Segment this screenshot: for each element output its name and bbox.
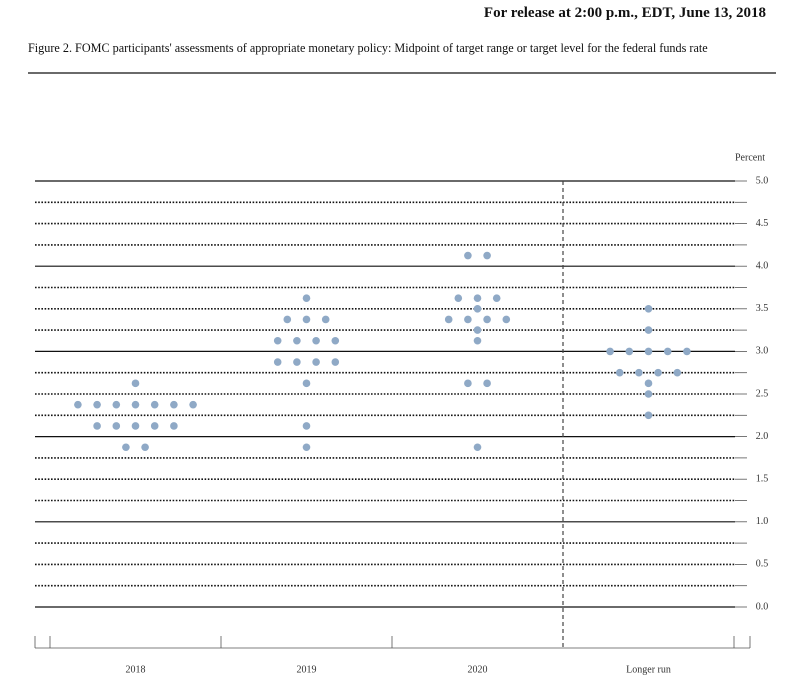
dot [112, 400, 121, 409]
dot [483, 379, 491, 388]
dot [302, 422, 311, 430]
dot [273, 358, 282, 366]
dot [302, 315, 311, 324]
dot [473, 443, 482, 452]
dot [673, 368, 682, 377]
dot [321, 315, 330, 324]
dot [464, 379, 472, 388]
dot [131, 400, 140, 409]
dot [644, 305, 653, 313]
dot [170, 400, 178, 409]
y-tick-label: 2.5 [756, 388, 769, 399]
dot [483, 315, 491, 324]
dot [293, 336, 301, 345]
dot [189, 400, 197, 409]
y-tick-label: 3.0 [756, 346, 769, 357]
dot [606, 347, 614, 356]
dot [644, 390, 653, 398]
dot [644, 347, 653, 356]
dot [473, 305, 482, 313]
y-tick-label: 0.5 [756, 559, 769, 570]
dot [112, 422, 121, 430]
x-tick-label: 2020 [468, 664, 488, 675]
dot [170, 422, 178, 430]
dot [283, 315, 292, 324]
dot [473, 336, 482, 345]
y-axis-label: Percent [735, 152, 765, 163]
dot [635, 368, 643, 377]
y-tick-label: 0.0 [756, 601, 769, 612]
dot [454, 294, 463, 302]
dot [473, 326, 482, 334]
dot [131, 422, 140, 430]
dot [141, 443, 149, 452]
dot [331, 336, 340, 345]
dot [644, 411, 653, 420]
dot [663, 347, 672, 356]
dot [150, 422, 159, 430]
y-tick-label: 1.0 [756, 516, 769, 527]
x-tick-label: Longer run [626, 664, 671, 675]
dot [464, 251, 472, 260]
dot [644, 379, 653, 388]
dot [312, 336, 320, 345]
dot [93, 422, 101, 430]
dot [625, 347, 634, 356]
y-tick-label: 4.5 [756, 218, 769, 229]
dot [293, 358, 301, 366]
dot [444, 315, 453, 324]
dot [331, 358, 340, 366]
dot [644, 326, 653, 334]
dot [122, 443, 130, 452]
dot [502, 315, 511, 324]
y-tick-label: 4.0 [756, 260, 769, 271]
y-tick-label: 3.5 [756, 303, 769, 314]
y-tick-label: 1.5 [756, 473, 769, 484]
dot [683, 347, 691, 356]
chart-title: Figure 2. FOMC participants' assessments… [28, 41, 708, 55]
dot [464, 315, 472, 324]
dot [93, 400, 101, 409]
dot [74, 400, 82, 409]
dot [473, 294, 482, 302]
y-tick-label: 5.0 [756, 175, 769, 186]
dot [150, 400, 159, 409]
release-note: For release at 2:00 p.m., EDT, June 13, … [483, 5, 766, 21]
x-tick-label: 2018 [126, 664, 146, 675]
dot [302, 294, 311, 302]
y-tick-label: 2.0 [756, 431, 769, 442]
dot [654, 368, 662, 377]
dot [615, 368, 624, 377]
dot [312, 358, 320, 366]
dot [302, 379, 311, 388]
dot [302, 443, 311, 452]
dot [131, 379, 140, 388]
dot [483, 251, 491, 260]
dot [492, 294, 501, 302]
x-tick-label: 2019 [297, 664, 317, 675]
dot [273, 336, 282, 345]
